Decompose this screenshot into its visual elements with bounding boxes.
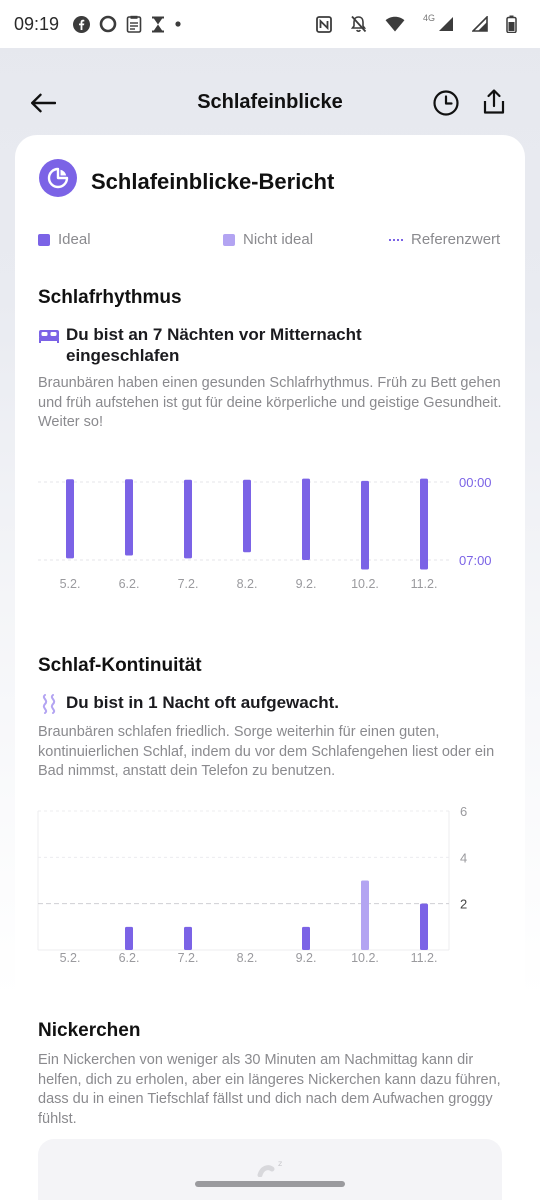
x-tick-label: 6.2. [119, 951, 140, 965]
sleep-continuity-chart: 2 4 6 5.2. 6.2. 7.2. 8.2. 9.2. 10.2. 11.2. [37, 804, 467, 965]
y-tick-label: 4 [460, 850, 467, 865]
x-tick-label: 9.2. [296, 951, 317, 965]
legend-not-ideal: Nicht ideal [223, 231, 313, 248]
naps-description: Ein Nickerchen von weniger als 30 Minute… [38, 1052, 501, 1127]
clock-icon [433, 90, 459, 116]
rhythm-insight-text: Du bist an 7 Nächten vor Mitternacht ein… [66, 325, 362, 365]
bed-icon [38, 325, 60, 347]
clipboard-icon [126, 15, 142, 33]
status-icons: 4G [316, 0, 526, 48]
rhythm-insight: Du bist an 7 Nächten vor Mitternacht ein… [38, 324, 406, 366]
status-time: 09:19 [14, 13, 60, 34]
legend-label-reference: Referenzwert [411, 231, 501, 248]
legend-label-ideal: Ideal [58, 231, 91, 248]
x-tick-label: 8.2. [237, 951, 258, 965]
legend-reference: Referenzwert [389, 231, 500, 248]
zzz-icon: z [257, 1159, 282, 1177]
sleep-range-bar [420, 478, 428, 570]
circle-app-icon [99, 15, 117, 33]
x-tick-label: 11.2. [411, 951, 438, 965]
report-card: Schlafeinblicke-Bericht Ideal Nicht idea… [15, 135, 525, 1200]
wave-icon [38, 693, 60, 715]
wifi-icon [385, 16, 405, 32]
arrow-left-icon [31, 93, 56, 113]
hourglass-icon [151, 16, 165, 33]
home-gesture-bar[interactable] [195, 1181, 345, 1187]
sleep-range-bar [302, 478, 310, 560]
network-type-label: 4G [422, 13, 435, 23]
rhythm-description: Braunbären haben einen gesunden Schlafrh… [38, 375, 502, 430]
history-button[interactable] [431, 88, 461, 118]
x-tick-label: 10.2. [351, 577, 379, 591]
continuity-section-title: Schlaf-Kontinuität [38, 655, 202, 676]
rhythm-section-title: Schlafrhythmus [38, 287, 182, 308]
continuity-description: Braunbären schlafen friedlich. Sorge wei… [38, 724, 495, 779]
x-tick-label: 11.2. [411, 577, 438, 591]
sleep-range-bar [125, 479, 133, 556]
signal-icon [438, 16, 454, 32]
back-button[interactable] [26, 88, 60, 118]
x-tick-label: 6.2. [119, 577, 140, 591]
battery-icon [506, 15, 517, 33]
x-tick-label: 10.2. [351, 951, 379, 965]
dot-icon [174, 20, 182, 28]
continuity-insight-text: Du bist in 1 Nacht oft aufgewacht. [66, 693, 339, 712]
y-tick-label: 07:00 [459, 553, 492, 568]
share-button[interactable] [481, 88, 509, 118]
sleep-range-bar [243, 479, 251, 553]
wake-count-bar [125, 926, 133, 950]
x-tick-label: 9.2. [296, 577, 317, 591]
y-tick-label: 6 [460, 804, 467, 819]
legend-label-not-ideal: Nicht ideal [243, 231, 314, 248]
naps-chart-panel: z [38, 1139, 502, 1200]
sleep-range-bar [361, 480, 369, 570]
app-header: Schlafeinblicke [0, 70, 540, 136]
y-tick-label: 00:00 [459, 475, 492, 490]
wake-count-bar [302, 926, 310, 950]
wake-count-bar [420, 903, 428, 950]
bell-off-icon [350, 15, 367, 33]
wake-count-bar [184, 926, 192, 950]
legend-swatch-ideal [38, 233, 50, 246]
facebook-icon [73, 15, 91, 33]
sleep-range-bar [66, 479, 74, 559]
signal-icon [472, 16, 488, 32]
share-icon [483, 89, 505, 114]
wake-count-bar [361, 880, 369, 950]
report-pie-icon [39, 159, 77, 197]
x-tick-label: 5.2. [60, 577, 81, 591]
x-tick-label: 7.2. [178, 951, 199, 965]
report-title: Schlafeinblicke-Bericht [91, 169, 335, 194]
continuity-insight: Du bist in 1 Nacht oft aufgewacht. [38, 692, 339, 715]
status-bar: 09:19 4G [0, 0, 540, 48]
naps-section-title: Nickerchen [38, 1020, 141, 1041]
legend-swatch-reference [389, 238, 403, 241]
sleep-rhythm-chart: 00:00 07:00 5.2. 6.2. 7.2. 8.2. 9.2. 10.2. 11.2. [38, 475, 492, 591]
x-tick-label: 7.2. [178, 577, 199, 591]
x-tick-label: 8.2. [237, 577, 258, 591]
legend-ideal: Ideal [38, 231, 91, 248]
svg-text:z: z [278, 1159, 282, 1168]
legend-swatch-not-ideal [223, 233, 235, 246]
x-tick-label: 5.2. [60, 951, 81, 965]
page-title: Schlafeinblicke [197, 91, 343, 113]
nfc-icon [316, 15, 332, 33]
y-tick-label: 2 [460, 897, 467, 912]
sleep-range-bar [184, 479, 192, 559]
